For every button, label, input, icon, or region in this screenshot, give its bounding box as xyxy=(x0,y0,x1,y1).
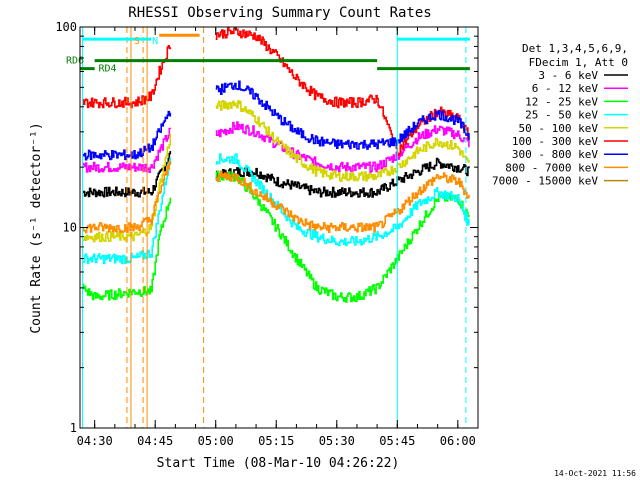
legend-label-2: 12 - 25 keV xyxy=(525,95,598,108)
series-line-0-1 xyxy=(215,157,470,198)
legend-label-0: 3 - 6 keV xyxy=(538,69,598,82)
series-line-5-0 xyxy=(82,45,172,109)
x-tick-label-0: 04:30 xyxy=(77,434,113,448)
series-line-5-1 xyxy=(215,27,470,156)
x-tick-label-1: 04:45 xyxy=(137,434,173,448)
series-line-1-0 xyxy=(82,127,172,173)
y-tick-label-1: 10 xyxy=(63,221,77,235)
series-line-4-1 xyxy=(215,100,470,183)
chart-title: RHESSI Observing Summary Count Rates xyxy=(128,5,431,21)
legend-label-3: 25 - 50 keV xyxy=(525,109,598,122)
series-line-7-1 xyxy=(215,170,470,233)
x-tick-label-3: 05:15 xyxy=(258,434,294,448)
series-line-6-0 xyxy=(82,110,172,161)
series-line-1-1 xyxy=(215,121,470,173)
series-line-2-1 xyxy=(215,170,470,303)
legend-header-line-1: Det 1,3,4,5,6,9, xyxy=(522,42,628,55)
flag-bar-label-2: RD6 xyxy=(66,56,84,67)
flag-label-1: N xyxy=(152,36,158,47)
legend-label-8: 7000 - 15000 keV xyxy=(492,175,598,188)
x-tick-label-6: 06:00 xyxy=(440,434,476,448)
y-tick-label-0: 1 xyxy=(70,421,77,435)
x-tick-label-4: 05:30 xyxy=(319,434,355,448)
legend-label-7: 800 - 7000 keV xyxy=(505,161,598,174)
footer-date: 14-Oct-2021 11:56 xyxy=(554,469,636,478)
y-tick-label-2: 100 xyxy=(55,20,77,34)
series-line-6-1 xyxy=(215,80,470,150)
legend-label-5: 100 - 300 keV xyxy=(512,135,598,148)
legend-label-1: 6 - 12 keV xyxy=(532,82,599,95)
legend-label-4: 50 - 100 keV xyxy=(519,122,599,135)
flag-bar-label-3: RD4 xyxy=(99,64,117,75)
legend-header-line-2: FDecim 1, Att 0 xyxy=(529,56,628,69)
y-axis-label: Count Rate (s⁻¹ detector⁻¹) xyxy=(29,122,44,333)
x-axis-label: Start Time (08-Mar-10 04:26:22) xyxy=(157,456,400,471)
legend-label-6: 300 - 800 keV xyxy=(512,148,598,161)
x-tick-label-5: 05:45 xyxy=(379,434,415,448)
plot-area xyxy=(80,27,470,428)
series-line-3-1 xyxy=(215,153,470,247)
flag-label-0: S xyxy=(134,36,140,47)
x-tick-label-2: 05:00 xyxy=(198,434,234,448)
